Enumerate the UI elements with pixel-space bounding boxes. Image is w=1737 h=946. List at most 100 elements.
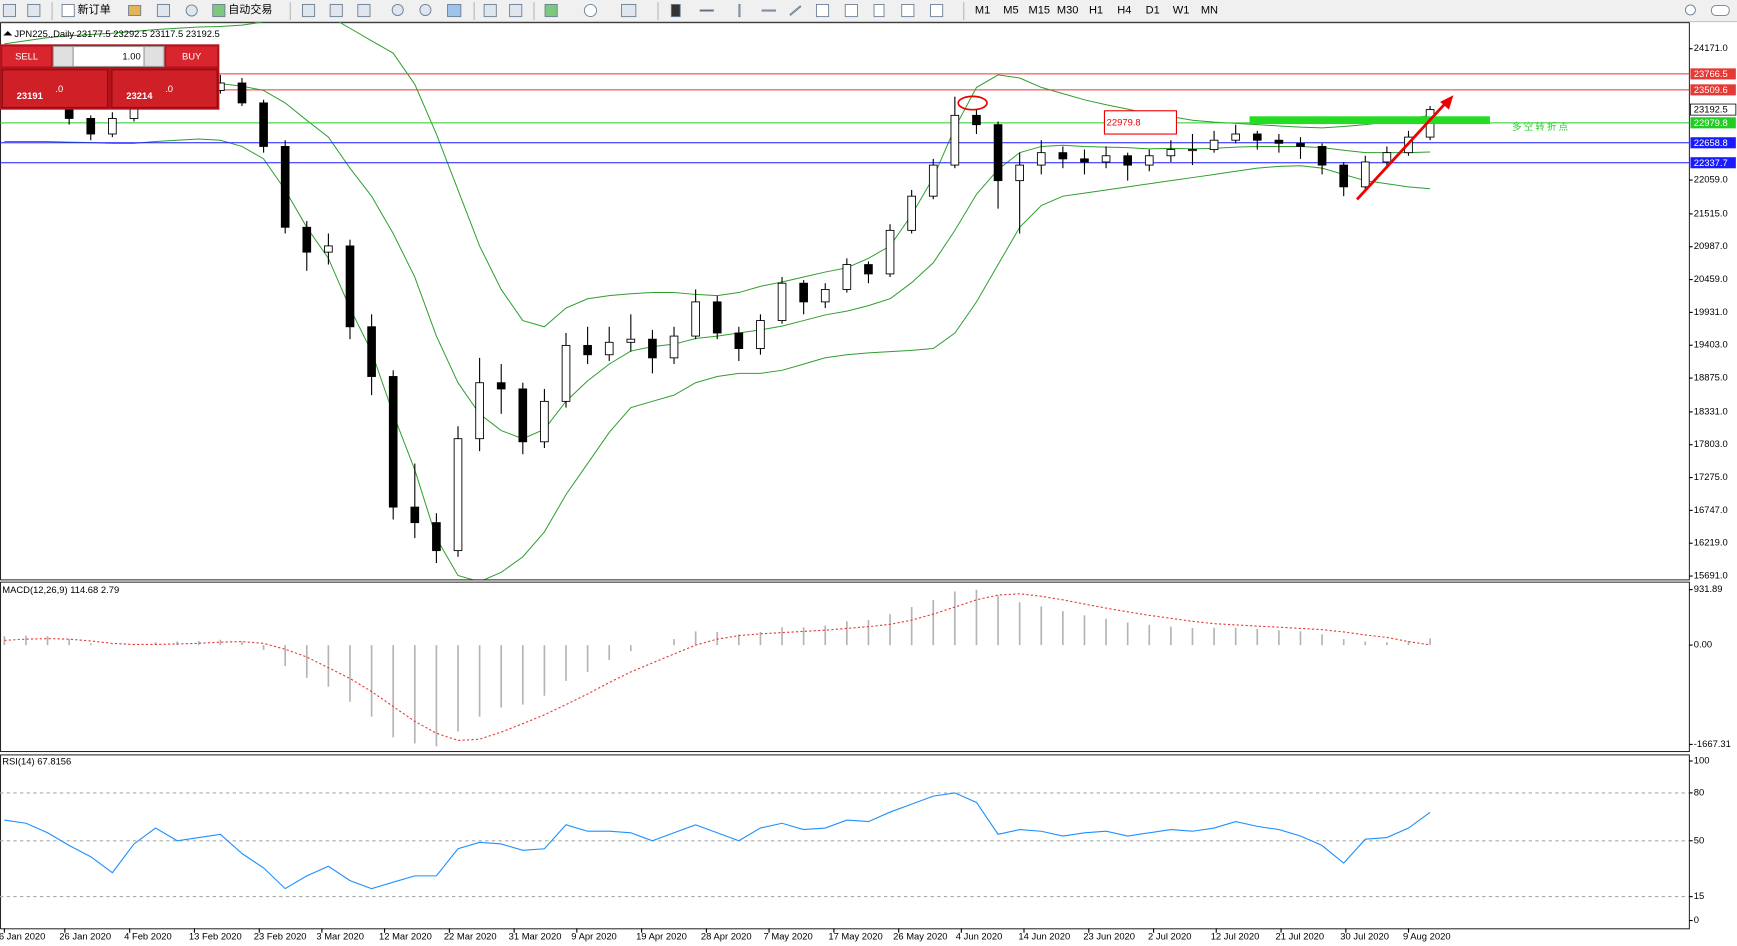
timeframe-button[interactable]: H1 — [1089, 4, 1103, 16]
icon[interactable] — [621, 3, 637, 18]
bollinger-band — [4, 22, 1431, 328]
icon[interactable] — [2, 3, 16, 18]
candle-body — [561, 344, 571, 402]
y-tick-label: 20459.0 — [1694, 273, 1728, 284]
macd-panel — [0, 581, 1690, 753]
icon[interactable] — [419, 3, 432, 16]
x-tick-label: 28 Apr 2020 — [701, 931, 752, 942]
volume-up[interactable] — [143, 45, 165, 68]
bid-box[interactable] — [1, 69, 109, 109]
icon[interactable] — [544, 3, 558, 18]
timeframe-button[interactable]: MN — [1201, 4, 1218, 16]
x-tick-label: 23 Jun 2020 — [1083, 931, 1135, 942]
icon[interactable] — [483, 3, 497, 18]
y-tick-label: 20987.0 — [1694, 240, 1728, 251]
icon[interactable] — [1685, 4, 1696, 16]
candle-body — [86, 118, 96, 135]
candle-body — [410, 506, 420, 524]
icon[interactable] — [302, 3, 316, 18]
timeframe-button[interactable]: M5 — [1003, 4, 1018, 16]
candle-body — [799, 282, 808, 303]
icon[interactable] — [670, 3, 681, 18]
candle-body — [1231, 133, 1241, 141]
y-tick-label: 931.89 — [1694, 583, 1723, 594]
icon[interactable] — [761, 9, 776, 12]
x-tick-label: 21 Jul 2020 — [1276, 931, 1325, 942]
icon[interactable] — [583, 3, 597, 18]
ask-box[interactable] — [111, 69, 218, 109]
volume-value[interactable]: 1.00 — [122, 51, 140, 62]
sell-button[interactable] — [2, 46, 51, 67]
auto-trading-button[interactable]: 自动交易 — [228, 2, 272, 16]
icon[interactable] — [738, 3, 741, 18]
icon[interactable] — [930, 3, 944, 18]
level-price-box — [1690, 117, 1736, 129]
ask-price[interactable]: 23214 — [126, 90, 153, 101]
icon[interactable] — [509, 3, 523, 18]
candle-body — [972, 114, 981, 126]
candle-body — [583, 344, 592, 356]
icon[interactable] — [1711, 5, 1730, 16]
collapse-icon[interactable] — [3, 31, 13, 36]
buy-label[interactable]: BUY — [182, 51, 202, 62]
icon[interactable] — [357, 3, 371, 18]
timeframe-button[interactable]: H4 — [1117, 4, 1131, 16]
timeframe-button[interactable]: M15 — [1029, 4, 1051, 16]
candle-body — [453, 438, 463, 552]
icon[interactable] — [844, 3, 858, 18]
candle-body — [842, 264, 852, 290]
candle-body — [648, 338, 657, 359]
level-price-box — [1690, 157, 1736, 169]
icon[interactable] — [391, 3, 404, 16]
icon[interactable] — [699, 9, 714, 12]
candle-body — [626, 338, 636, 343]
rsi-title: RSI(14) 67.8156 — [2, 756, 71, 767]
x-tick-label: 9 Aug 2020 — [1403, 931, 1451, 942]
icon[interactable] — [156, 3, 170, 18]
icon[interactable] — [873, 3, 885, 18]
candle-body — [1144, 155, 1154, 166]
bid-price[interactable]: 23191 — [17, 90, 43, 101]
current-price-box — [1690, 103, 1737, 116]
icon[interactable] — [789, 5, 802, 16]
x-tick-label: 23 Feb 2020 — [254, 931, 307, 942]
sell-label[interactable]: SELL — [15, 51, 38, 62]
candle-body — [540, 400, 549, 443]
main-panel — [0, 22, 1690, 581]
icon[interactable] — [185, 4, 198, 17]
icon[interactable] — [815, 3, 830, 18]
icon[interactable] — [212, 3, 226, 18]
icon[interactable] — [27, 3, 41, 18]
candle-body — [518, 388, 528, 443]
timeframe-button[interactable]: W1 — [1173, 4, 1190, 16]
x-tick-label: 9 Apr 2020 — [571, 931, 617, 942]
bid-price-last[interactable]: .0 — [55, 83, 63, 94]
candle-body — [345, 245, 355, 328]
icon[interactable] — [447, 3, 462, 18]
candle-body — [108, 118, 117, 135]
icon[interactable] — [329, 3, 343, 18]
y-tick-label: 50 — [1694, 834, 1704, 845]
y-tick-label: 17275.0 — [1694, 471, 1728, 482]
one-click-trading: SELL 1.00 BUY 23191 .0 23214 .0 — [0, 44, 220, 110]
x-tick-label: 7 May 2020 — [764, 931, 813, 942]
ask-price-last[interactable]: .0 — [165, 83, 173, 94]
timeframe-button[interactable]: M1 — [975, 4, 990, 16]
volume-down[interactable] — [52, 45, 74, 68]
icon[interactable] — [128, 5, 142, 16]
y-tick-label: 0 — [1694, 914, 1699, 925]
candle-body — [885, 229, 895, 275]
icon[interactable] — [61, 3, 75, 18]
toolbar-separators — [51, 2, 965, 20]
candle-body — [259, 102, 268, 147]
candle-body — [496, 382, 506, 390]
timeframe-button[interactable]: M30 — [1057, 4, 1079, 16]
icon[interactable] — [901, 3, 915, 18]
bollinger-band — [4, 138, 1431, 580]
timeframe-button[interactable]: D1 — [1146, 4, 1160, 16]
candle-body — [1382, 152, 1392, 163]
buy-button[interactable] — [166, 46, 218, 67]
candle-body — [237, 82, 247, 104]
new-order-button[interactable]: 新订单 — [78, 2, 111, 16]
